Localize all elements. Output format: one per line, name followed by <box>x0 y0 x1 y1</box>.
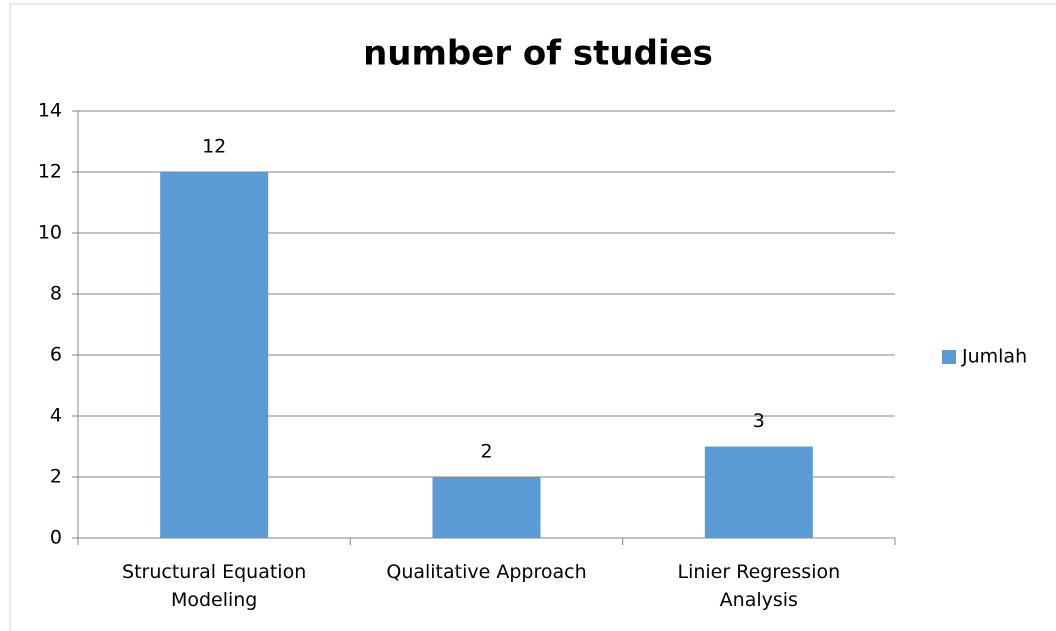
y-tick-label: 14 <box>38 100 62 122</box>
chart-title: number of studies <box>363 34 713 74</box>
bar <box>160 172 269 538</box>
legend-label: Jumlah <box>961 346 1027 368</box>
y-tick-label: 6 <box>50 344 62 366</box>
data-label: 2 <box>480 441 492 463</box>
data-label: 12 <box>202 136 226 158</box>
y-tick-label: 10 <box>38 222 62 244</box>
bar <box>432 477 541 538</box>
x-tick-label: Structural Equation Modeling <box>122 561 307 611</box>
data-label: 3 <box>753 410 765 432</box>
y-tick-label: 0 <box>50 527 62 549</box>
y-tick-label: 8 <box>50 283 62 305</box>
y-tick-label: 4 <box>50 405 62 427</box>
x-tick-label: Linier Regression Analysis <box>677 561 841 611</box>
y-tick-label: 2 <box>50 466 62 488</box>
y-tick-label: 12 <box>38 161 62 183</box>
legend-swatch <box>942 350 956 364</box>
bar <box>704 446 813 538</box>
chart-border <box>9 3 1056 631</box>
x-tick-label: Qualitative Approach <box>386 561 587 583</box>
